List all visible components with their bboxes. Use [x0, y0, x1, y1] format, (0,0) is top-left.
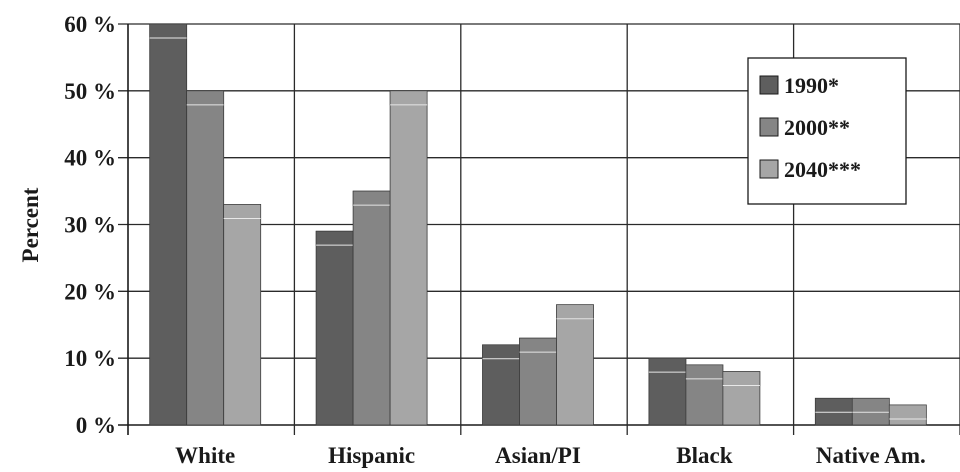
category-label: White: [175, 443, 235, 468]
bar: [223, 204, 262, 426]
bar: [186, 90, 225, 426]
bar: [648, 357, 687, 426]
category-labels: White Hispanic Asian/PI Black Native Am.: [175, 443, 926, 468]
bars: [149, 23, 927, 426]
y-tick-label: 10 %: [64, 346, 116, 371]
legend-label: 2000**: [784, 115, 850, 140]
legend-item: 1990*: [759, 73, 839, 98]
y-axis-label: Percent: [18, 187, 43, 262]
y-tick-label: 50 %: [64, 79, 116, 104]
bar: [315, 230, 354, 426]
legend-label: 2040***: [784, 157, 861, 182]
bar: [149, 23, 188, 426]
y-tick-label: 40 %: [64, 146, 116, 171]
legend: 1990* 2000** 2040***: [747, 57, 907, 205]
bar: [722, 371, 761, 426]
bar: [851, 397, 890, 426]
bar: [352, 190, 391, 426]
bar: [556, 304, 594, 426]
category-label: Black: [676, 443, 732, 468]
y-tick-label: 20 %: [64, 279, 116, 304]
y-tick-labels: 0 % 10 % 20 % 30 % 40 % 50 % 60 %: [64, 12, 116, 438]
legend-label: 1990*: [784, 73, 839, 98]
category-label: Asian/PI: [495, 443, 581, 468]
bar: [389, 90, 428, 426]
legend-item: 2040***: [759, 157, 861, 182]
y-tick-label: 30 %: [64, 213, 116, 238]
y-tick-label: 0 %: [76, 413, 116, 438]
legend-item: 2000**: [759, 115, 850, 140]
category-label: Hispanic: [328, 443, 415, 468]
category-label: Native Am.: [816, 443, 926, 468]
bar: [519, 337, 557, 426]
y-tick-label: 60 %: [64, 12, 116, 37]
legend-swatch: [759, 75, 779, 95]
bar: [685, 364, 724, 426]
bar: [814, 397, 853, 426]
legend-swatch: [759, 117, 779, 137]
legend-swatch: [759, 159, 779, 179]
bar: [482, 344, 520, 426]
bar: [888, 404, 927, 426]
